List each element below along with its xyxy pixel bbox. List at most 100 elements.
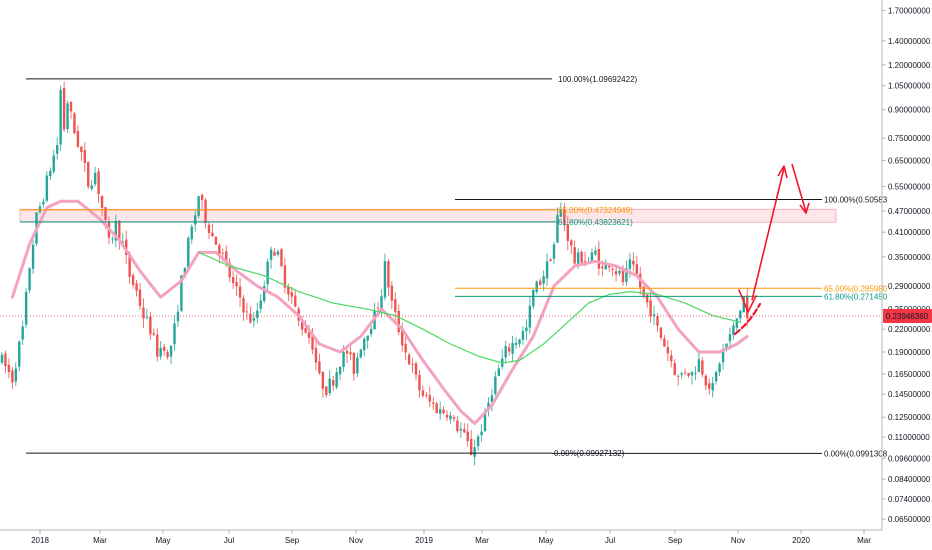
candle-body: [445, 414, 449, 418]
candle-body: [611, 268, 614, 271]
candle-body: [294, 295, 297, 307]
time-axis-label-12: 2020: [792, 536, 810, 545]
candle-body: [746, 295, 749, 319]
candle-body: [642, 286, 645, 296]
candle-body: [473, 447, 476, 457]
candle-body: [80, 146, 83, 153]
candle-body: [532, 289, 535, 307]
candle-body: [704, 375, 707, 386]
candle-body: [238, 286, 242, 298]
price-axis-label-6: 0.65000000: [888, 156, 931, 165]
projection-up-line: [751, 167, 785, 301]
candle-body: [708, 383, 711, 389]
candle-body: [739, 310, 742, 319]
candle-body: [701, 360, 704, 375]
candle-body: [497, 368, 500, 376]
price-axis-label-7: 0.55000000: [888, 182, 931, 191]
candle-body: [601, 266, 604, 269]
candle-body: [435, 403, 438, 413]
price-axis-label-0: 1.70000000: [888, 7, 931, 16]
candle-body: [414, 363, 418, 375]
candle-body: [142, 307, 145, 319]
candle-body: [663, 338, 666, 347]
candle-body: [76, 130, 80, 147]
candle-body: [521, 330, 525, 340]
candle-body: [73, 113, 76, 134]
candle-body: [200, 194, 204, 200]
candle-body: [359, 349, 362, 358]
time-axis[interactable]: 2018 Mar May Jul Sep Nov 2019 Mar May Jul Sep Nov 20…: [31, 530, 871, 545]
candle-body: [438, 409, 442, 414]
projection-start-hook: [733, 302, 762, 336]
current-price-tag: 0.23946360: [883, 308, 932, 323]
candle-body: [169, 345, 173, 357]
candle-body: [149, 316, 152, 335]
candle-body: [52, 155, 55, 172]
candle-body: [518, 339, 521, 344]
candle-body: [563, 210, 566, 225]
candle-body: [404, 343, 407, 353]
candle-body: [442, 409, 445, 414]
candle-body: [249, 313, 252, 323]
candle-body: [252, 318, 256, 321]
time-axis-label-9: Jul: [605, 536, 615, 545]
candle-body: [411, 364, 414, 366]
candle-body: [552, 244, 556, 259]
candle-body: [421, 390, 425, 396]
candle-body: [287, 286, 290, 295]
current-price-label: 0.23946360: [886, 312, 929, 321]
candle-body: [225, 251, 228, 262]
candle-body: [194, 215, 197, 225]
indicators-layer: [10, 199, 749, 426]
candle-body: [690, 371, 694, 376]
candle-body: [507, 347, 511, 352]
candle-body: [618, 270, 621, 274]
candle-body: [28, 268, 31, 291]
price-axis-label-1: 1.40000000: [888, 37, 931, 46]
price-axis-label-2: 1.20000000: [888, 61, 931, 70]
candle-body: [228, 262, 231, 278]
candle-body: [394, 299, 397, 312]
candle-body: [390, 285, 394, 301]
candle-body: [131, 275, 135, 286]
sma-line: [198, 251, 741, 364]
candle-body: [304, 328, 307, 333]
candle-body: [100, 195, 104, 208]
candle-body: [369, 328, 373, 334]
time-axis-label-11: Nov: [731, 536, 745, 545]
price-axis[interactable]: 1.70000000 1.40000000 1.20000000 1.05000000…: [882, 7, 931, 524]
price-axis-label-22: 0.06500000: [888, 515, 931, 524]
candle-body: [87, 161, 90, 187]
candle-body: [45, 175, 49, 201]
candle-body: [583, 260, 587, 262]
candle-body: [721, 350, 725, 363]
time-axis-label-7: Mar: [475, 536, 489, 545]
projection-up-arrowhead: [777, 165, 788, 179]
fib1-label-2: 61.80%(0.43823621): [558, 218, 633, 227]
candle-body: [256, 310, 259, 318]
candle-body: [325, 386, 328, 396]
candle-body: [428, 395, 431, 402]
fib2-label-3: 0.00%(0.0991308: [824, 449, 888, 458]
candle-body: [18, 341, 21, 367]
price-axis-label-9: 0.41000000: [888, 228, 931, 237]
candle-body: [559, 209, 563, 217]
candle-body: [742, 296, 745, 313]
candle-body: [218, 245, 221, 255]
candle-body: [14, 368, 17, 382]
candle-body: [0, 354, 4, 363]
candle-body: [162, 346, 166, 351]
time-axis-label-6: 2019: [415, 536, 433, 545]
candle-body: [21, 326, 24, 340]
candle-body: [197, 196, 200, 216]
candle-body: [401, 330, 404, 346]
candle-body: [24, 291, 28, 325]
candle-body: [269, 249, 273, 260]
candle-body: [449, 415, 452, 420]
projection-layer: [733, 163, 810, 336]
time-axis-label-13: Mar: [857, 536, 871, 545]
time-axis-label-8: May: [538, 536, 553, 545]
candle-body: [514, 342, 518, 346]
candle-body: [190, 226, 193, 240]
